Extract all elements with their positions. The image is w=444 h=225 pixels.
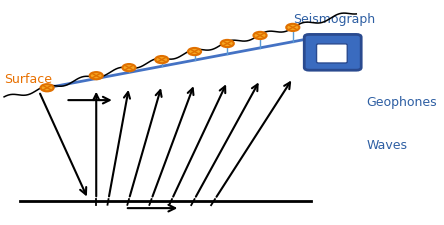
Text: Seismograph: Seismograph	[293, 13, 375, 26]
Text: Surface: Surface	[4, 73, 52, 86]
FancyBboxPatch shape	[317, 44, 347, 63]
Text: Waves: Waves	[366, 139, 408, 152]
Circle shape	[254, 32, 266, 39]
Circle shape	[90, 72, 103, 79]
Circle shape	[155, 56, 168, 63]
FancyBboxPatch shape	[304, 34, 361, 70]
Circle shape	[221, 40, 234, 47]
Circle shape	[286, 24, 299, 31]
Circle shape	[188, 48, 201, 55]
Circle shape	[40, 84, 54, 91]
Circle shape	[123, 64, 135, 71]
Text: Geophones: Geophones	[366, 96, 437, 109]
